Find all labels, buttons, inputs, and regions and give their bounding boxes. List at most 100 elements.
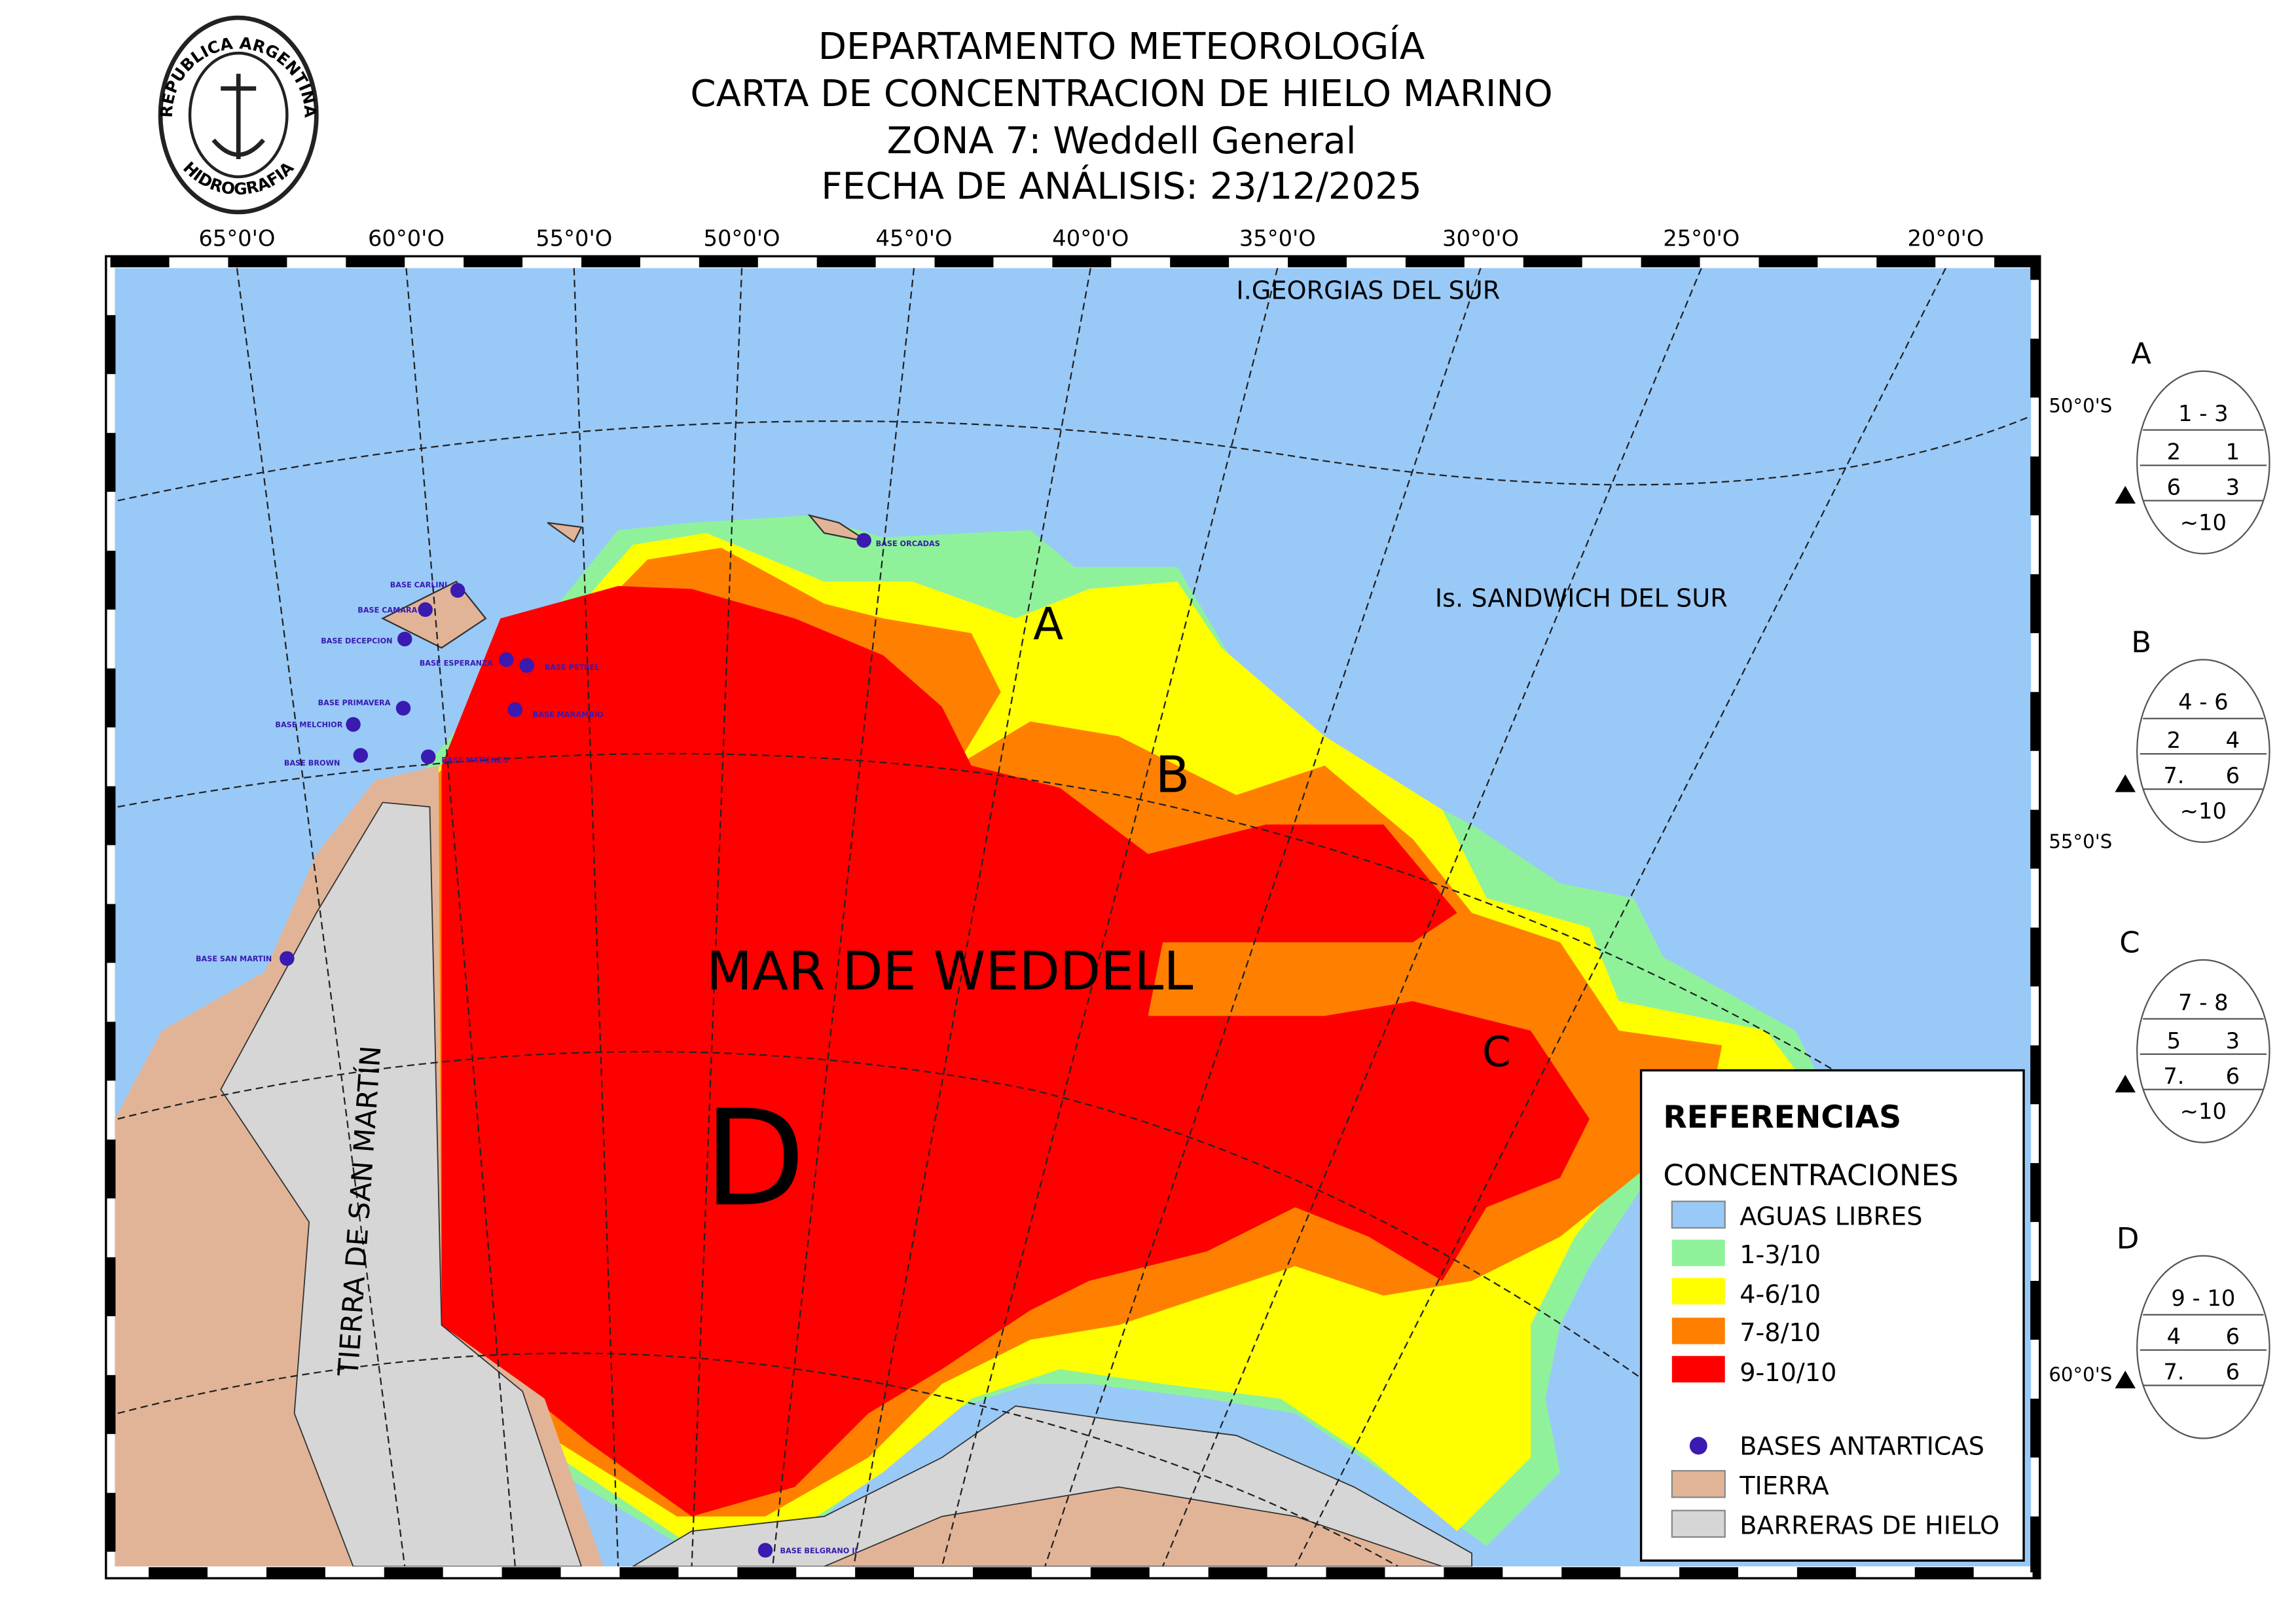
base-label: BASE BROWN [284,759,340,767]
legend-title: REFERENCIAS [1663,1099,1901,1135]
base-dot [346,716,361,732]
egg-partial: 4 [2226,728,2240,753]
legend-label: BASES ANTARTICAS [1740,1432,1984,1461]
latitude-label: 55°0'S [2049,830,2112,853]
legend-label: AGUAS LIBRES [1740,1203,1922,1232]
map [115,268,2032,1567]
frame-outline [105,255,2041,1579]
base-dot [519,658,535,673]
egg-stage: 7. [2163,1359,2184,1385]
place-label: Is. SANDWICH DEL SUR [1435,584,1728,613]
egg-stage: 7. [2163,1063,2184,1089]
longitude-label: 65°0'O [198,226,275,251]
egg-partial: 4 [2167,1324,2181,1350]
ice-shelf [220,802,582,1567]
egg-form: ~10 [2180,509,2227,535]
egg-zone: A [2131,336,2151,371]
longitude-label: 20°0'O [1907,226,1984,251]
egg-partial: 5 [2167,1028,2181,1054]
base-dot [856,532,871,548]
zone-labels: A B C D [704,598,1511,1236]
logo-inner [188,51,289,179]
egg-form: ~10 [2180,1099,2227,1124]
zone-label: C [1482,1028,1511,1076]
egg-triangle [2115,774,2136,792]
legend-label: 4-6/10 [1740,1281,1821,1310]
egg-form: ~10 [2180,798,2227,824]
base-label: BASE CAMARA [357,606,417,614]
longitude-labels: 65°0'O 60°0'O 55°0'O 50°0'O 45°0'O 40°0'… [198,226,1984,251]
base-label: BASE MARAMBIO [533,710,604,719]
meridians [236,268,1946,1567]
egg-partial: 6 [2226,1324,2240,1350]
longitude-label: 25°0'O [1663,226,1740,251]
egg-outline [2136,659,2270,843]
egg-outline [2136,959,2270,1143]
base-label: BASE DECEPCION [321,637,392,646]
egg-zone: C [2119,925,2140,960]
egg-stage: 6 [2226,763,2240,788]
base-label: BASE CARLINI [390,581,447,589]
egg-total: 7 - 8 [2178,989,2229,1015]
header-line: DEPARTAMENTO METEOROLOGÍA [818,24,1425,68]
latitude-labels: 50°0'S 55°0'S 60°0'S [2049,395,2112,1386]
legend-label: 7-8/10 [1740,1319,1821,1348]
place-label: MAR DE WEDDELL [706,941,1193,1003]
base-dot [280,951,295,966]
longitude-label: 50°0'O [704,226,780,251]
egg-triangle [2115,1075,2136,1093]
base-dot [418,602,433,618]
base-label: BASE MELCHIOR [275,721,342,729]
graticule [117,268,2032,1567]
zone-label: B [1156,747,1190,805]
legend-swatch [1671,1318,1725,1344]
egg-stage: 3 [2226,475,2240,500]
parallel [117,1050,1767,1473]
egg-codes: A 1 - 3 2 1 6 3 ~10 B 4 - 6 2 4 7. 6 ~10 C 7 - 8 5 3 7. 6 ~1… [2115,336,2270,1439]
logo: REPUBLICA ARGENTINA HIDROGRAFIA [157,15,320,215]
egg-total: 1 - 3 [2178,401,2229,426]
zone-label: A [1033,598,1063,650]
base-dot [499,652,514,667]
place-label: I.GEORGIAS DEL SUR [1236,277,1500,306]
header-line: CARTA DE CONCENTRACION DE HIELO MARINO [690,73,1552,115]
legend-subtitle: CONCENTRACIONES [1663,1158,1958,1192]
egg-stage: 6 [2226,1359,2240,1385]
base-label: BASE ORCADAS [876,540,940,548]
egg-triangle [2115,486,2136,504]
egg-outline [2136,1255,2270,1439]
longitude-label: 45°0'O [876,226,953,251]
base-dot [353,748,369,763]
latitude-label: 50°0'S [2049,395,2112,417]
egg-stage: 7. [2163,763,2184,788]
base-dot [420,749,436,764]
egg-partial: 1 [2226,439,2240,465]
base-dot [757,1543,773,1558]
base-label: BASE MATIENZO [441,756,509,765]
egg-partial: 2 [2167,728,2181,753]
longitude-label: 55°0'O [536,226,612,251]
egg-stage: 6 [2226,1063,2240,1089]
egg-triangle [2115,1371,2136,1389]
base-label: BASE PRIMAVERA [318,699,391,707]
legend-swatch [1671,1278,1725,1304]
base-dot [507,702,523,717]
longitude-label: 30°0'O [1442,226,1519,251]
header: DEPARTAMENTO METEOROLOGÍA CARTA DE CONCE… [690,24,1552,208]
logo-anchor [211,73,265,159]
longitude-label: 60°0'O [368,226,445,251]
base-label: BASE SAN MARTIN [196,955,272,963]
legend-label: TIERRA [1739,1472,1829,1501]
egg-outline [2136,370,2270,555]
legend-swatch [1671,1509,1726,1538]
egg-zone: B [2131,625,2151,659]
egg-stage: 6 [2167,475,2181,500]
land [824,1486,1443,1567]
legend: REFERENCIAS CONCENTRACIONES AGUAS LIBRES… [1639,1069,2025,1562]
base-label: BASE BELGRANO II [780,1547,857,1555]
frame [105,257,2041,1578]
longitude-label: 40°0'O [1052,226,1129,251]
legend-swatch [1671,1240,1725,1266]
